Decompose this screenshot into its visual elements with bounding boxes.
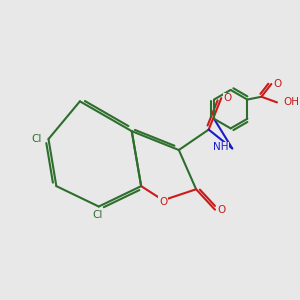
Text: O: O xyxy=(223,93,232,103)
Text: O: O xyxy=(273,79,282,89)
Text: Cl: Cl xyxy=(92,210,103,220)
Text: NH: NH xyxy=(213,142,229,152)
Text: O: O xyxy=(217,205,225,215)
Text: OH: OH xyxy=(283,98,299,107)
Text: O: O xyxy=(159,197,167,207)
Text: Cl: Cl xyxy=(31,134,41,144)
